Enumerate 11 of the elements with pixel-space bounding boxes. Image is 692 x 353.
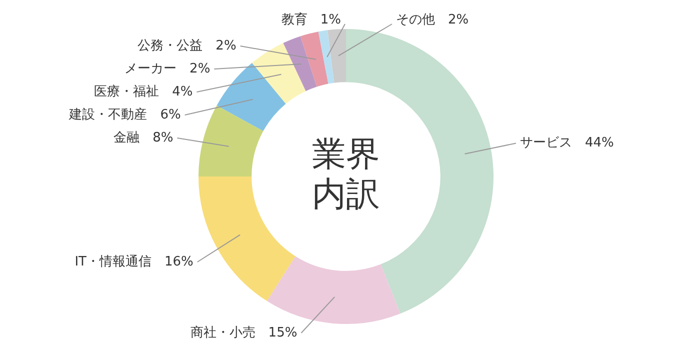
slice-label: 教育 1% [281,11,341,28]
slice-label: IT・情報通信 16% [74,254,194,270]
slice-label: 商社・小売 15% [190,325,298,340]
slice-label: 金融 8% [114,130,174,146]
slice-label: その他 2% [396,12,469,28]
slice-label: 建設・不動産 6% [68,106,181,122]
slice-label: メーカー 2% [124,61,210,76]
slice-label: サービス 44% [520,136,614,151]
text: 業界内訳 [312,134,380,214]
slice-label: 医療・福祉 4% [94,84,193,100]
slice-label: 公務・公益 2% [138,38,236,54]
